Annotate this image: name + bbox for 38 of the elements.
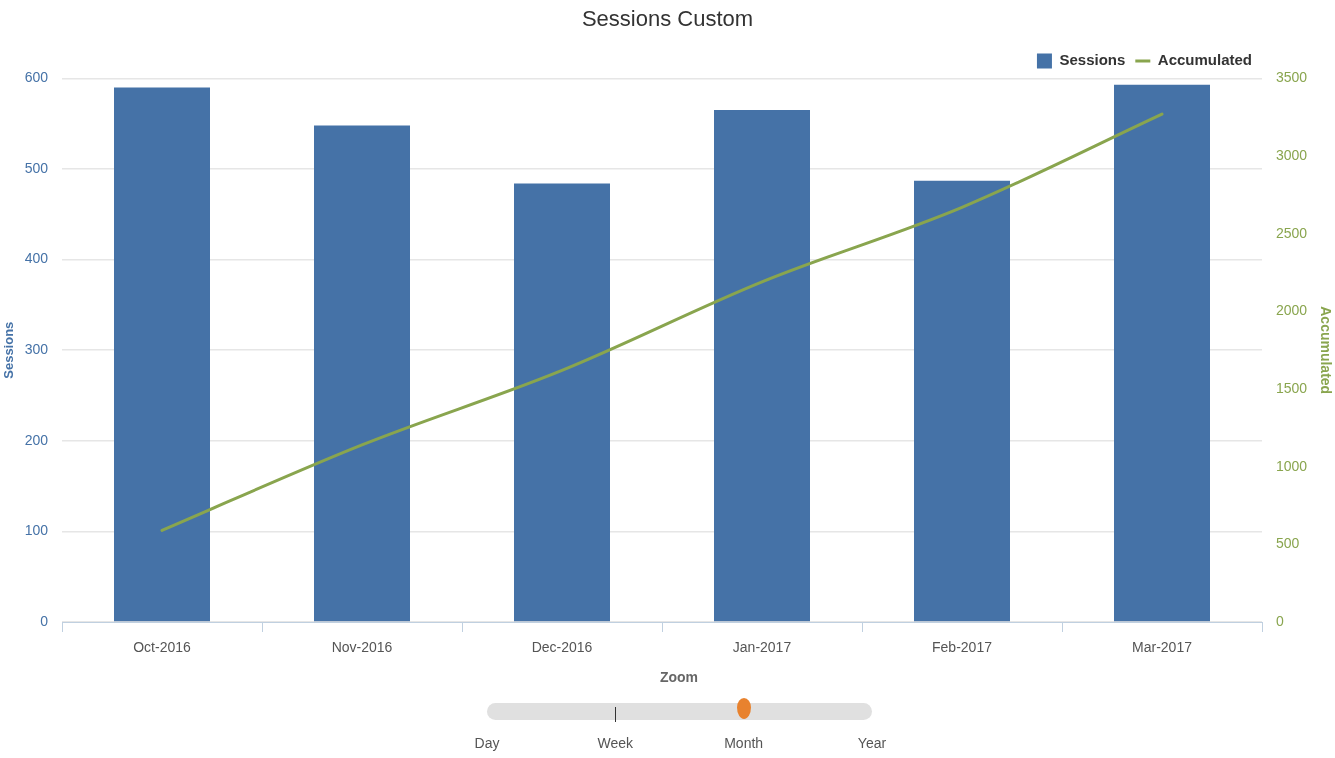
y2-tick-label: 1500 — [1276, 379, 1308, 396]
x-tick-label: Jan-2017 — [732, 639, 792, 656]
y2-tick-label: 0 — [1276, 612, 1284, 629]
y2-tick-label: 3000 — [1276, 146, 1308, 163]
bar — [1114, 84, 1210, 622]
y-tick-label: 600 — [24, 69, 49, 86]
y2-tick-label: 1000 — [1276, 457, 1308, 474]
bar — [914, 180, 1010, 622]
x-tick-label: Feb-2017 — [932, 639, 993, 656]
y2-axis-title: Accumulated — [1317, 306, 1334, 395]
bar — [114, 87, 210, 622]
y-axis-title: Sessions — [1, 321, 17, 379]
y2-tick-label: 2500 — [1276, 224, 1308, 241]
legend-label: Sessions — [1059, 51, 1126, 69]
y2-tick-label: 500 — [1276, 535, 1300, 552]
text: Year — [857, 735, 887, 752]
y2-tick-label: 2000 — [1276, 302, 1308, 319]
bar — [714, 110, 810, 622]
x-tick-label: Mar-2017 — [1132, 639, 1193, 656]
text: Zoom — [659, 669, 699, 686]
text: Day — [474, 735, 500, 752]
bar — [514, 183, 610, 622]
bar — [314, 125, 410, 622]
chart-title: Sessions Custom — [581, 6, 754, 32]
y-tick-label: 200 — [24, 431, 49, 448]
line-series — [160, 112, 1164, 532]
legend-label: Accumulated — [1157, 51, 1253, 69]
x-tick-label: Nov-2016 — [331, 639, 393, 656]
y-tick-label: 500 — [24, 159, 49, 176]
y-tick-label: 100 — [24, 522, 49, 539]
y2-tick-label: 3500 — [1276, 69, 1308, 86]
y-tick-label: 400 — [24, 250, 49, 267]
x-tick-label: Oct-2016 — [133, 639, 191, 656]
text: Month — [724, 735, 764, 752]
y-tick-label: 0 — [40, 612, 49, 629]
text: Week — [597, 735, 634, 752]
y-tick-label: 300 — [24, 341, 49, 358]
x-tick-label: Dec-2016 — [531, 639, 593, 656]
